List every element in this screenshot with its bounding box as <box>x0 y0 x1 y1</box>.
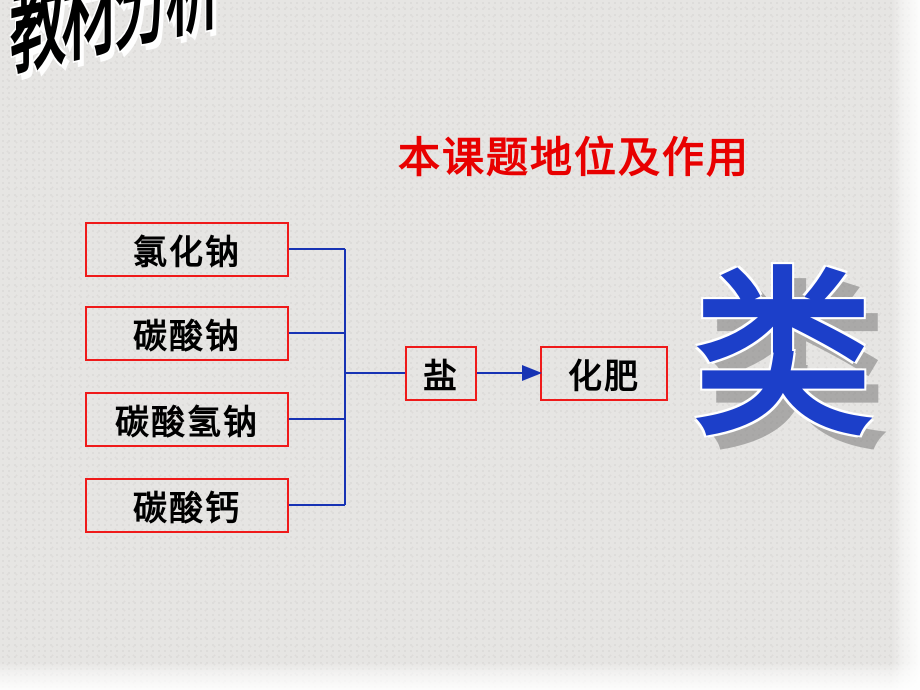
box-na2co3-label: 碳酸钠 <box>133 309 241 358</box>
corner-title-wrap: 教材分析 <box>10 0 218 84</box>
red-title: 本课题地位及作用 <box>398 124 750 185</box>
big-char: 类 <box>693 268 873 448</box>
box-caco3: 碳酸钙 <box>85 478 289 533</box>
box-caco3-label: 碳酸钙 <box>133 481 241 530</box>
corner-title: 教材分析 <box>10 0 218 84</box>
big-char-wrap: 类 类 <box>693 268 873 448</box>
slide-canvas: 教材分析 本课题地位及作用 氯化钠 碳酸钠 碳酸氢钠 碳酸钙 盐 化肥 类 类 <box>0 0 920 690</box>
box-na2co3: 碳酸钠 <box>85 306 289 361</box>
box-nacl-label: 氯化钠 <box>133 225 241 274</box>
box-nahco3: 碳酸氢钠 <box>85 392 289 447</box>
box-nacl: 氯化钠 <box>85 222 289 277</box>
box-nahco3-label: 碳酸氢钠 <box>115 395 259 444</box>
box-salt: 盐 <box>405 346 477 401</box>
box-fertilizer: 化肥 <box>540 346 668 401</box>
box-salt-label: 盐 <box>423 349 459 398</box>
box-fertilizer-label: 化肥 <box>568 349 640 398</box>
